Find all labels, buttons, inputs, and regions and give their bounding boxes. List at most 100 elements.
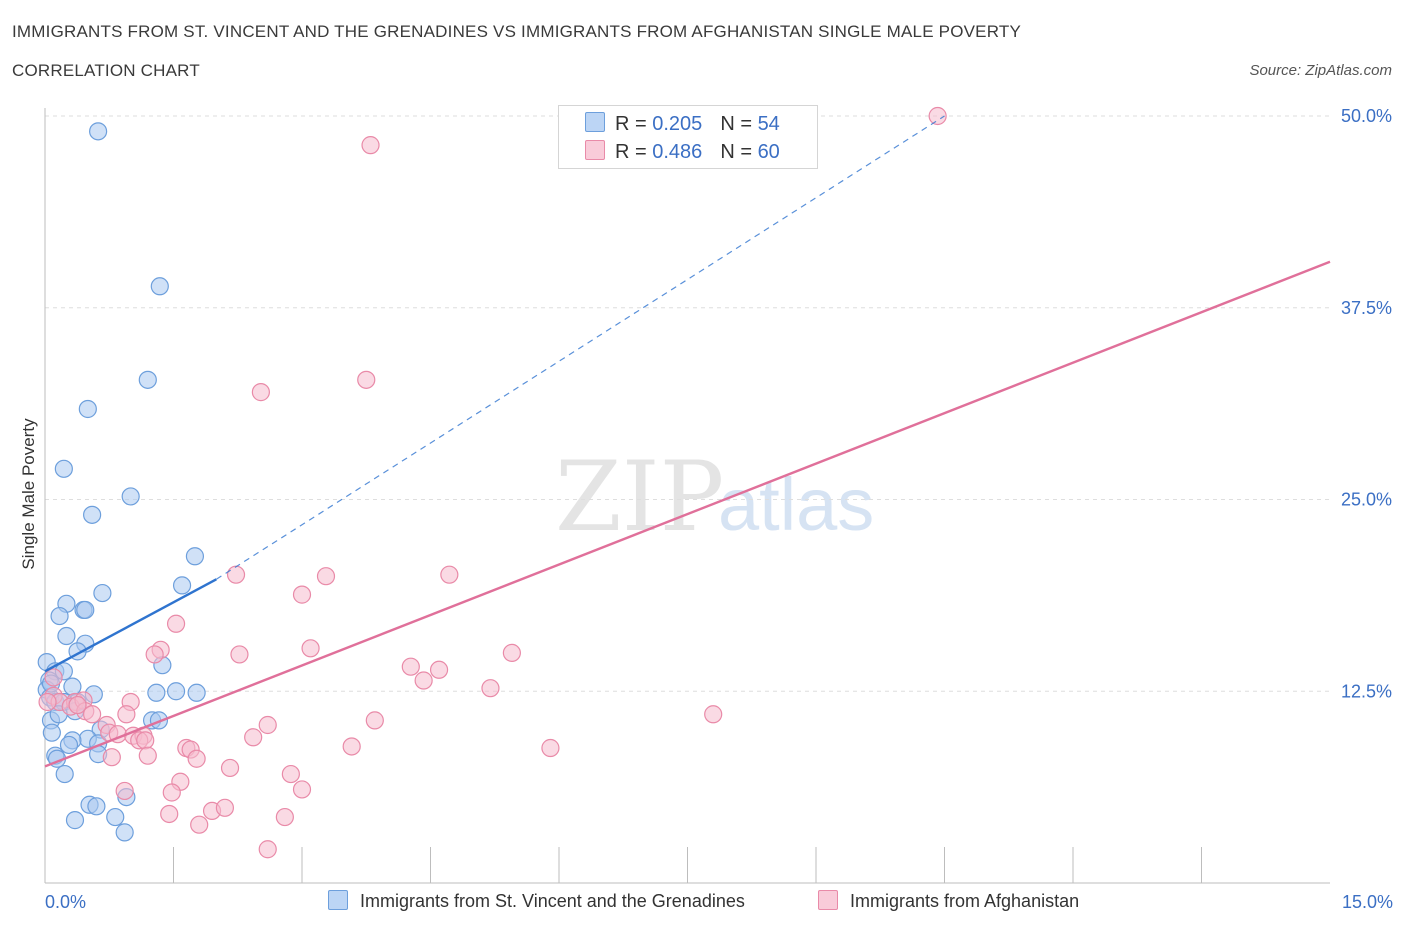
data-point — [138, 746, 157, 765]
n-label: N = — [720, 141, 758, 163]
y-axis-label: Single Male Poverty — [19, 418, 38, 570]
pink-swatch-icon — [585, 140, 605, 160]
data-point — [102, 748, 121, 767]
r-label: R = — [615, 141, 653, 163]
data-point — [172, 576, 192, 595]
data-point — [190, 815, 209, 834]
data-point — [136, 731, 155, 750]
blue-swatch-icon — [328, 890, 348, 910]
data-point — [541, 738, 560, 758]
data-point — [162, 783, 181, 802]
chart-subtitle: CORRELATION CHART — [12, 61, 200, 80]
data-point — [57, 626, 76, 646]
data-point — [106, 807, 125, 827]
data-point — [83, 505, 102, 524]
data-point — [63, 677, 82, 696]
trend-line — [44, 260, 1331, 768]
data-point — [230, 645, 249, 664]
data-point — [481, 679, 500, 698]
data-point — [251, 383, 270, 402]
data-point — [928, 106, 947, 126]
n-value: 60 — [757, 141, 780, 163]
data-point — [342, 737, 361, 756]
data-point — [429, 660, 449, 679]
data-point — [76, 600, 95, 620]
data-point — [50, 606, 69, 626]
data-point — [121, 487, 140, 506]
data-point — [42, 723, 61, 742]
blue-swatch-icon — [585, 112, 605, 132]
watermark-zip: ZIP — [555, 441, 724, 553]
n-label: N = — [720, 113, 758, 135]
data-point — [220, 758, 240, 778]
data-point — [502, 643, 521, 663]
y-tick-label: 37.5% — [1341, 298, 1392, 318]
data-point — [83, 705, 102, 724]
data-point — [54, 459, 73, 478]
data-point — [138, 370, 157, 389]
data-point — [258, 715, 277, 735]
trend-line-extension — [216, 115, 945, 580]
data-point — [414, 671, 433, 690]
legend-label: Immigrants from Afghanistan — [850, 891, 1080, 911]
n-value: 54 — [757, 113, 780, 135]
data-point — [78, 399, 97, 419]
data-point — [401, 657, 420, 676]
data-point — [160, 804, 179, 824]
data-point — [59, 735, 79, 755]
data-point — [316, 567, 336, 586]
data-point — [361, 136, 380, 155]
data-point — [215, 798, 234, 817]
series-afghanistan — [38, 106, 947, 859]
data-point — [166, 614, 186, 633]
data-point — [115, 781, 134, 801]
x-tick-label: 15.0% — [1342, 892, 1393, 912]
data-point — [93, 583, 112, 603]
data-point — [292, 585, 312, 604]
data-point — [147, 683, 166, 702]
trend-line — [44, 578, 217, 673]
data-point — [187, 683, 206, 702]
data-point — [150, 277, 169, 296]
y-tick-label: 12.5% — [1341, 681, 1392, 701]
data-point — [258, 840, 277, 859]
legend-label: Immigrants from St. Vincent and the Gren… — [360, 891, 745, 911]
data-point — [357, 370, 376, 389]
r-value: 0.486 — [652, 141, 703, 163]
legend-item-afghanistan: Immigrants from Afghanistan — [818, 890, 1079, 914]
data-point — [292, 780, 312, 799]
stats-legend: R = 0.205 N = 54 R = 0.486 N = 60 — [558, 105, 818, 169]
stats-legend-row-pink: R = 0.486 N = 60 — [585, 140, 780, 164]
legend-item-st-vincent: Immigrants from St. Vincent and the Gren… — [328, 890, 745, 914]
pink-swatch-icon — [818, 890, 838, 910]
data-point — [281, 764, 300, 784]
data-point — [704, 705, 723, 724]
data-point — [38, 692, 57, 712]
data-point — [301, 639, 320, 658]
source-label: Source: ZipAtlas.com — [1249, 62, 1392, 79]
data-point — [244, 728, 263, 747]
data-point — [187, 749, 206, 768]
data-point — [89, 122, 108, 141]
chart-title: IMMIGRANTS FROM ST. VINCENT AND THE GREN… — [12, 22, 1021, 41]
r-label: R = — [615, 113, 653, 135]
data-point — [44, 668, 63, 687]
data-point — [226, 565, 246, 584]
y-tick-label: 50.0% — [1341, 106, 1392, 126]
data-point — [55, 764, 74, 784]
stats-legend-row-blue: R = 0.205 N = 54 — [585, 112, 780, 136]
data-point — [68, 695, 87, 715]
data-point — [145, 645, 164, 664]
x-tick-label: 0.0% — [45, 892, 86, 912]
data-point — [166, 682, 186, 701]
data-point — [365, 711, 384, 730]
data-point — [117, 705, 136, 724]
data-point — [65, 811, 85, 830]
data-point — [185, 547, 205, 566]
r-value: 0.205 — [652, 113, 703, 135]
data-point — [115, 823, 134, 842]
data-point — [275, 807, 294, 827]
y-tick-label: 25.0% — [1341, 490, 1392, 510]
data-point — [87, 797, 106, 816]
